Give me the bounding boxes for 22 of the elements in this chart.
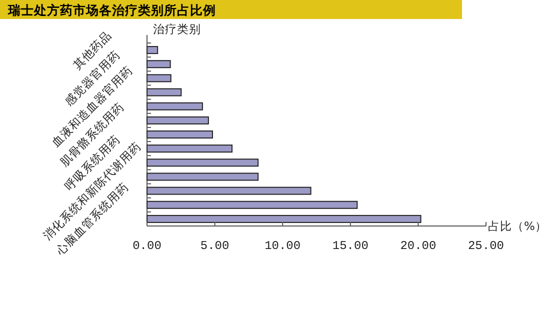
bar — [146, 60, 171, 68]
x-tick-label: 25.00 — [468, 239, 504, 253]
bar — [146, 88, 182, 96]
bar — [146, 130, 213, 138]
bar — [146, 214, 422, 223]
x-tick-label: 5.00 — [200, 239, 230, 253]
bar — [146, 200, 358, 209]
x-tick-label: 15.00 — [332, 239, 368, 253]
chart-title: 瑞士处方药市场各治疗类别所占比例 — [7, 2, 216, 18]
bar — [146, 158, 259, 167]
x-axis-title: 占比（%） — [488, 219, 547, 233]
bar — [146, 172, 259, 181]
bar — [146, 144, 233, 153]
bar — [146, 46, 158, 54]
bar — [146, 74, 172, 82]
x-tick-label: 10.00 — [264, 239, 301, 253]
bar — [146, 186, 312, 195]
x-tick-label: 0.00 — [132, 239, 162, 253]
x-tick-label: 20.00 — [400, 239, 436, 253]
y-axis-title: 治疗类别 — [153, 22, 201, 36]
bar — [146, 102, 203, 110]
bar — [146, 116, 209, 124]
